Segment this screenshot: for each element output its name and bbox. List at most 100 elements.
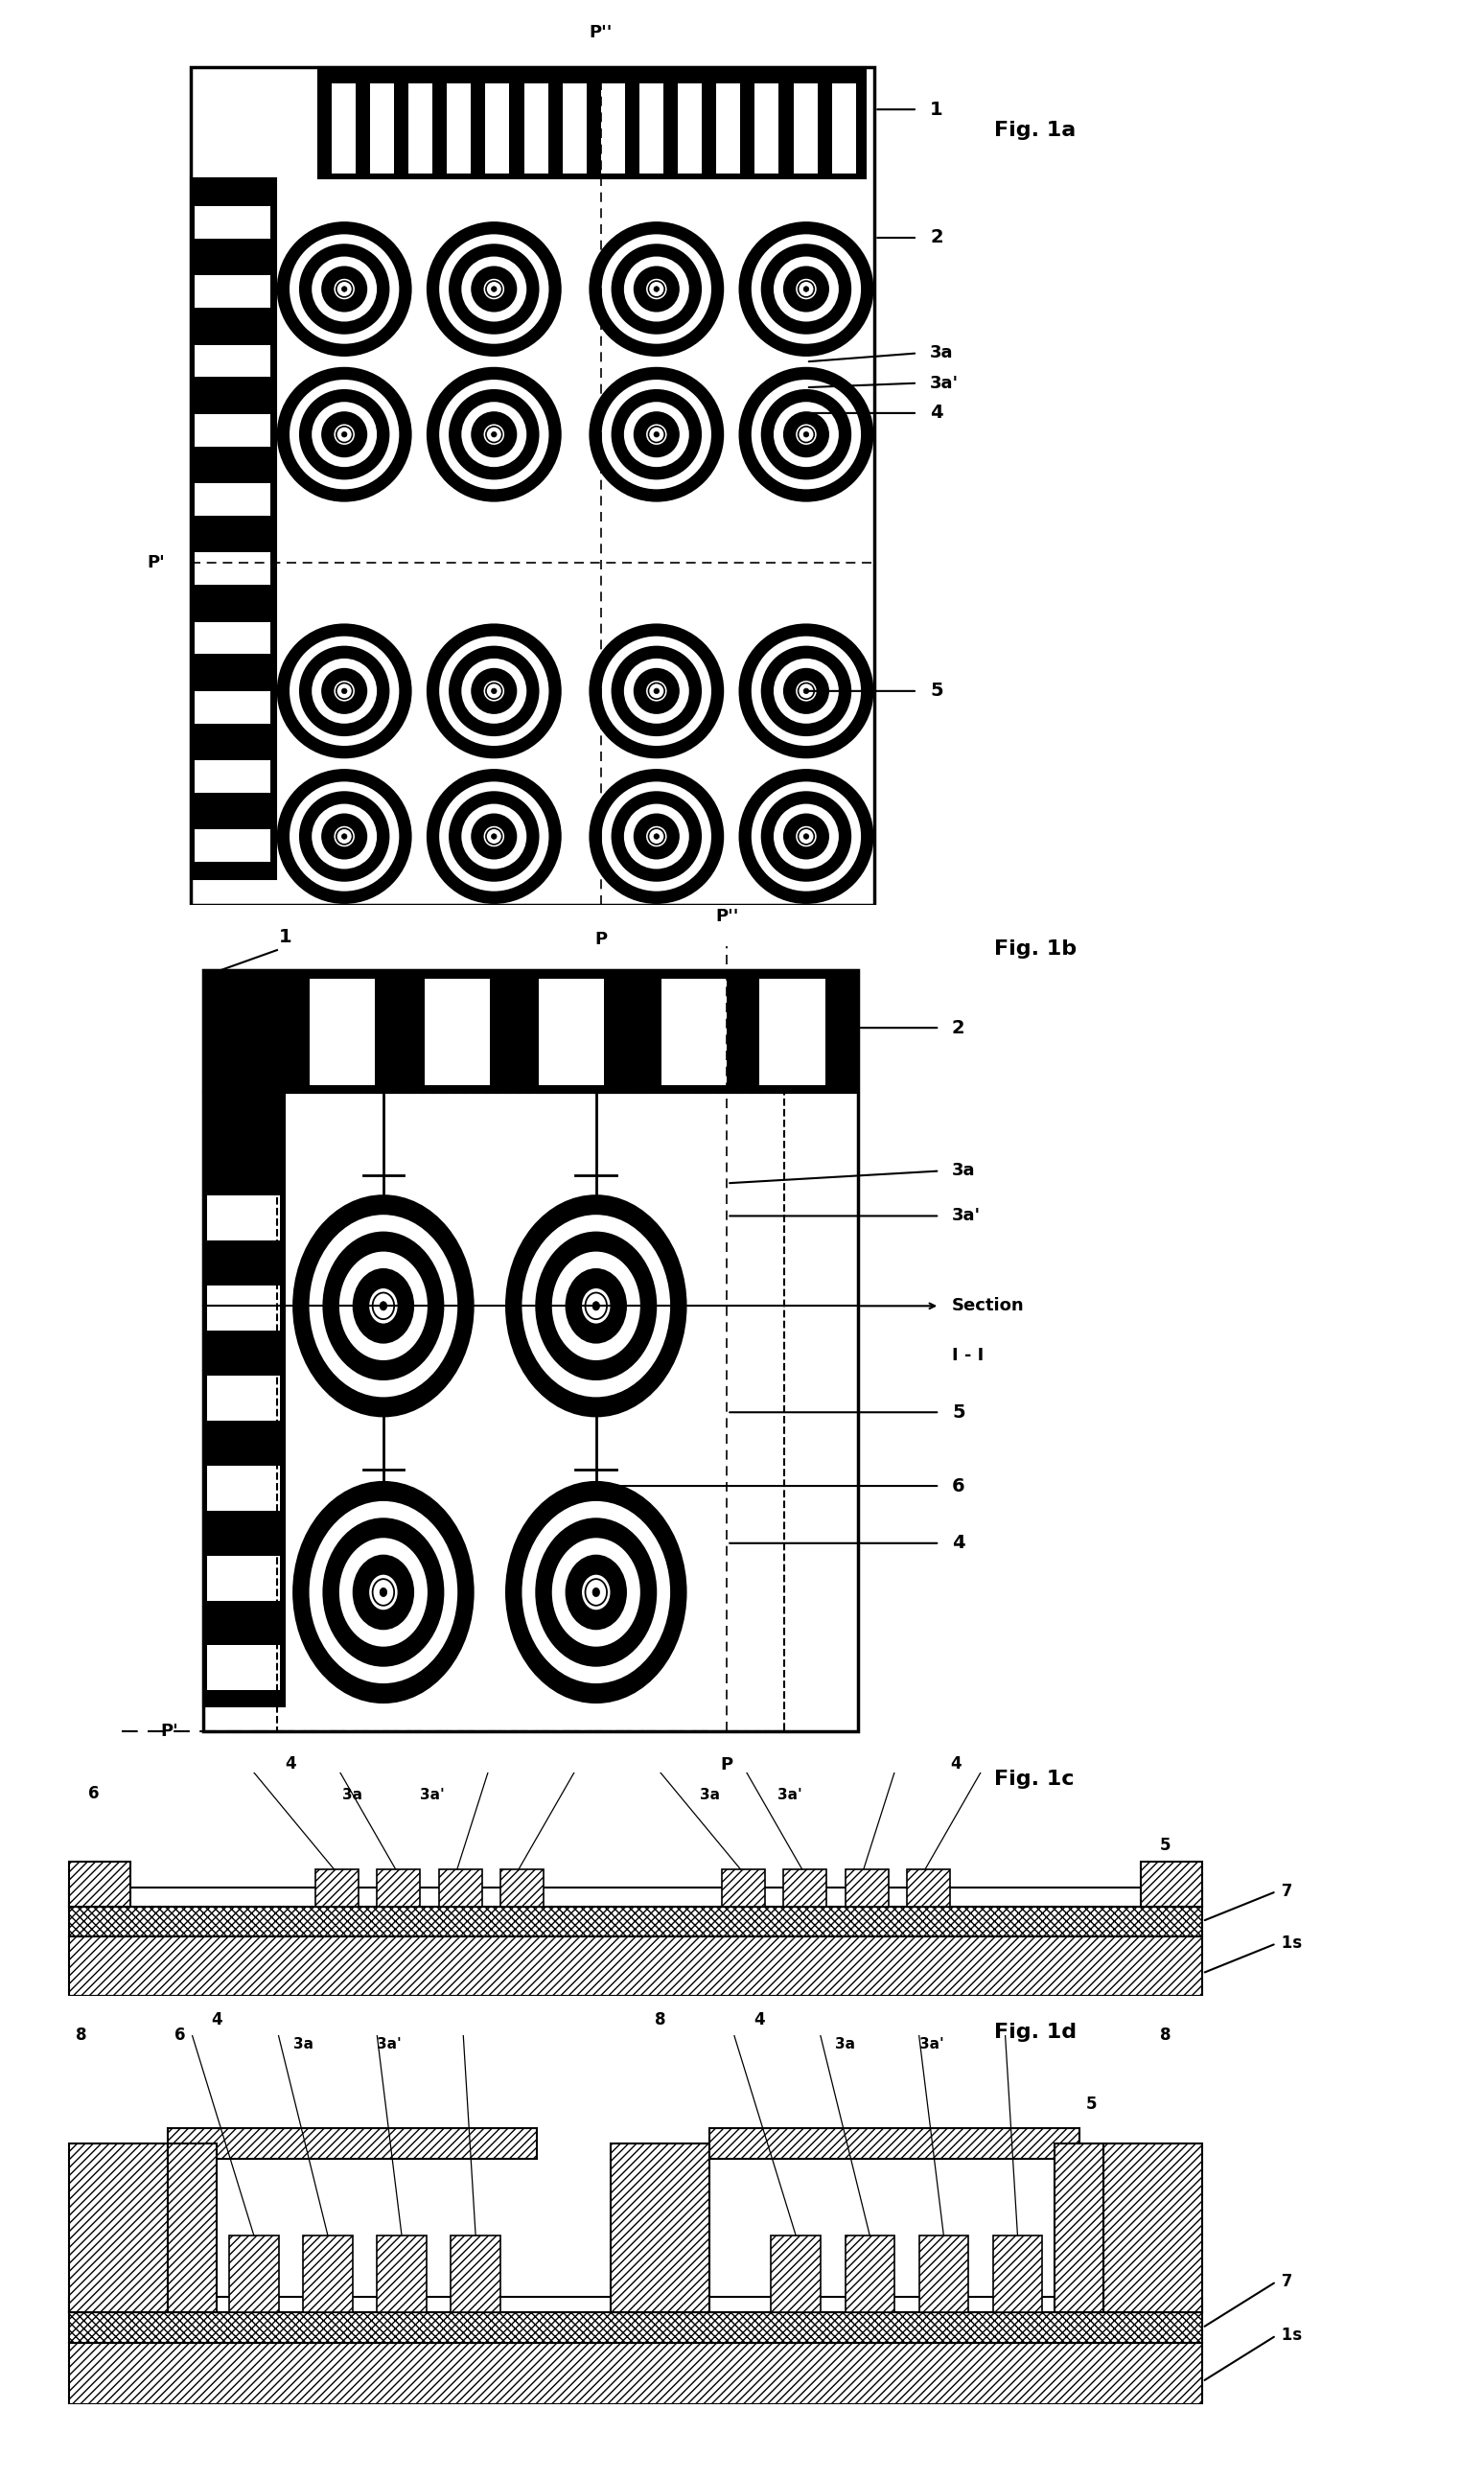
Text: 4: 4	[930, 404, 944, 421]
Bar	[70, 2298, 1202, 2313]
Ellipse shape	[649, 426, 665, 441]
Bar	[611, 2144, 709, 2313]
Ellipse shape	[634, 813, 678, 858]
Bar	[370, 84, 393, 174]
Ellipse shape	[312, 255, 377, 322]
Text: 4: 4	[285, 1755, 297, 1772]
Text: P'': P''	[589, 25, 613, 42]
Bar	[203, 969, 858, 1093]
Bar	[772, 2236, 821, 2313]
Ellipse shape	[654, 288, 659, 293]
Ellipse shape	[751, 635, 862, 746]
Ellipse shape	[427, 768, 561, 902]
Text: 1s: 1s	[1276, 2328, 1303, 2345]
Ellipse shape	[278, 768, 411, 902]
Ellipse shape	[784, 813, 828, 858]
Bar	[194, 761, 270, 793]
Ellipse shape	[634, 268, 678, 312]
Bar	[1055, 2144, 1104, 2313]
Ellipse shape	[485, 684, 502, 699]
Bar	[203, 969, 858, 1730]
Ellipse shape	[611, 791, 700, 880]
Text: 5: 5	[951, 1403, 965, 1420]
Bar	[1104, 2144, 1202, 2313]
Text: 6: 6	[88, 1785, 99, 1802]
Ellipse shape	[565, 1554, 626, 1629]
Text: 1: 1	[930, 99, 944, 119]
Bar	[562, 84, 586, 174]
Bar	[229, 2236, 279, 2313]
Bar	[833, 84, 856, 174]
Ellipse shape	[585, 1579, 607, 1606]
Bar	[601, 84, 625, 174]
Text: P': P'	[160, 1723, 180, 1740]
Text: 7: 7	[1276, 1884, 1293, 1899]
Bar	[70, 2343, 1202, 2405]
Ellipse shape	[322, 268, 367, 312]
Ellipse shape	[582, 1287, 611, 1324]
Ellipse shape	[601, 233, 712, 345]
Ellipse shape	[761, 791, 850, 880]
Ellipse shape	[623, 402, 690, 469]
Bar	[208, 1287, 279, 1331]
Ellipse shape	[438, 781, 549, 892]
Text: 3a: 3a	[835, 2038, 855, 2050]
Bar	[70, 1862, 131, 1906]
Ellipse shape	[536, 1232, 656, 1378]
Bar	[424, 979, 490, 1086]
Ellipse shape	[289, 379, 399, 491]
Ellipse shape	[312, 402, 377, 469]
Bar	[678, 84, 702, 174]
Bar	[377, 1869, 420, 1906]
Ellipse shape	[322, 412, 367, 456]
Ellipse shape	[491, 288, 497, 293]
Ellipse shape	[784, 268, 828, 312]
Ellipse shape	[623, 657, 690, 724]
Text: 4: 4	[754, 2010, 764, 2028]
Ellipse shape	[798, 684, 815, 699]
Ellipse shape	[551, 1537, 641, 1649]
Ellipse shape	[601, 781, 712, 892]
Bar	[524, 84, 548, 174]
Ellipse shape	[601, 635, 712, 746]
Bar	[194, 830, 270, 863]
Ellipse shape	[592, 1589, 600, 1596]
Bar	[208, 1376, 279, 1420]
Ellipse shape	[460, 657, 527, 724]
Ellipse shape	[798, 828, 815, 845]
Ellipse shape	[341, 689, 347, 694]
Ellipse shape	[798, 280, 815, 297]
Ellipse shape	[623, 803, 690, 870]
Text: 1: 1	[279, 927, 292, 947]
Bar	[70, 2144, 168, 2313]
Bar	[784, 1869, 827, 1906]
Ellipse shape	[646, 679, 668, 702]
Ellipse shape	[334, 278, 356, 300]
Ellipse shape	[472, 268, 516, 312]
Bar	[709, 2127, 1079, 2159]
Text: Fig. 1b: Fig. 1b	[994, 940, 1077, 959]
Ellipse shape	[803, 689, 809, 694]
Ellipse shape	[784, 669, 828, 714]
Ellipse shape	[491, 833, 497, 838]
Ellipse shape	[450, 647, 539, 736]
Text: 3a: 3a	[951, 1163, 975, 1180]
Ellipse shape	[427, 223, 561, 357]
Text: 5: 5	[1086, 2095, 1097, 2112]
Ellipse shape	[353, 1554, 414, 1629]
Ellipse shape	[324, 1520, 444, 1666]
Bar	[168, 2127, 537, 2159]
Ellipse shape	[491, 431, 497, 436]
Bar	[278, 1093, 784, 1730]
Bar	[919, 2236, 969, 2313]
Ellipse shape	[485, 280, 502, 297]
Ellipse shape	[334, 679, 356, 702]
Ellipse shape	[372, 1579, 395, 1606]
Bar	[194, 206, 270, 238]
Bar	[539, 979, 604, 1086]
Bar	[70, 1936, 1202, 1996]
Ellipse shape	[654, 833, 659, 838]
Text: Fig. 1c: Fig. 1c	[994, 1770, 1074, 1790]
Text: 3a: 3a	[699, 1787, 720, 1802]
Bar	[190, 178, 276, 880]
